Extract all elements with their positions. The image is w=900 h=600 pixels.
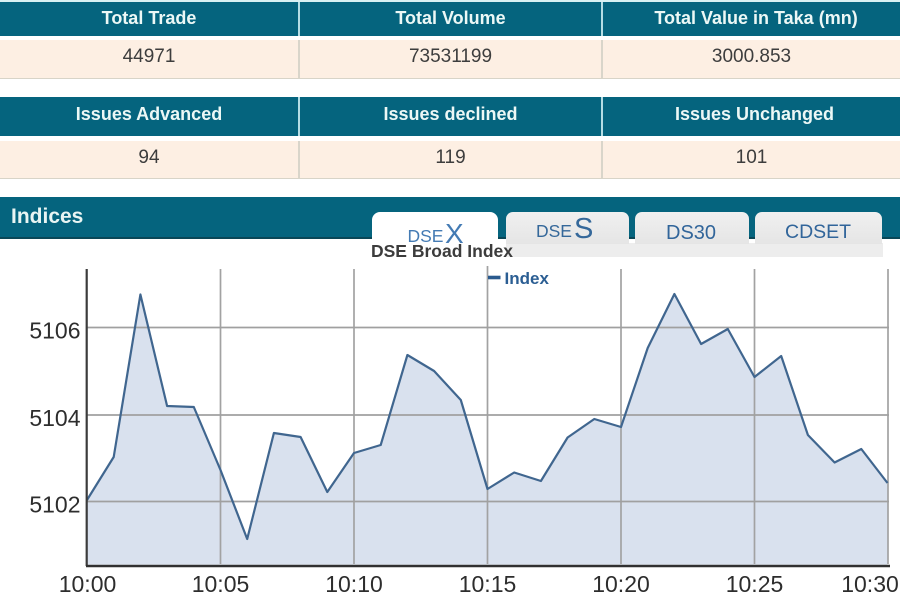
svg-text:10:10: 10:10 [325,571,383,597]
svg-text:5104: 5104 [29,405,80,431]
svg-text:10:00: 10:00 [59,571,117,597]
svg-text:10:20: 10:20 [592,571,650,597]
svg-text:10:25: 10:25 [726,571,784,597]
svg-text:5102: 5102 [29,492,80,518]
svg-text:Index: Index [505,269,550,288]
svg-text:10:15: 10:15 [459,571,517,597]
svg-text:10:05: 10:05 [192,571,250,597]
svg-text:5106: 5106 [29,318,80,344]
svg-text:10:30: 10:30 [841,571,899,597]
